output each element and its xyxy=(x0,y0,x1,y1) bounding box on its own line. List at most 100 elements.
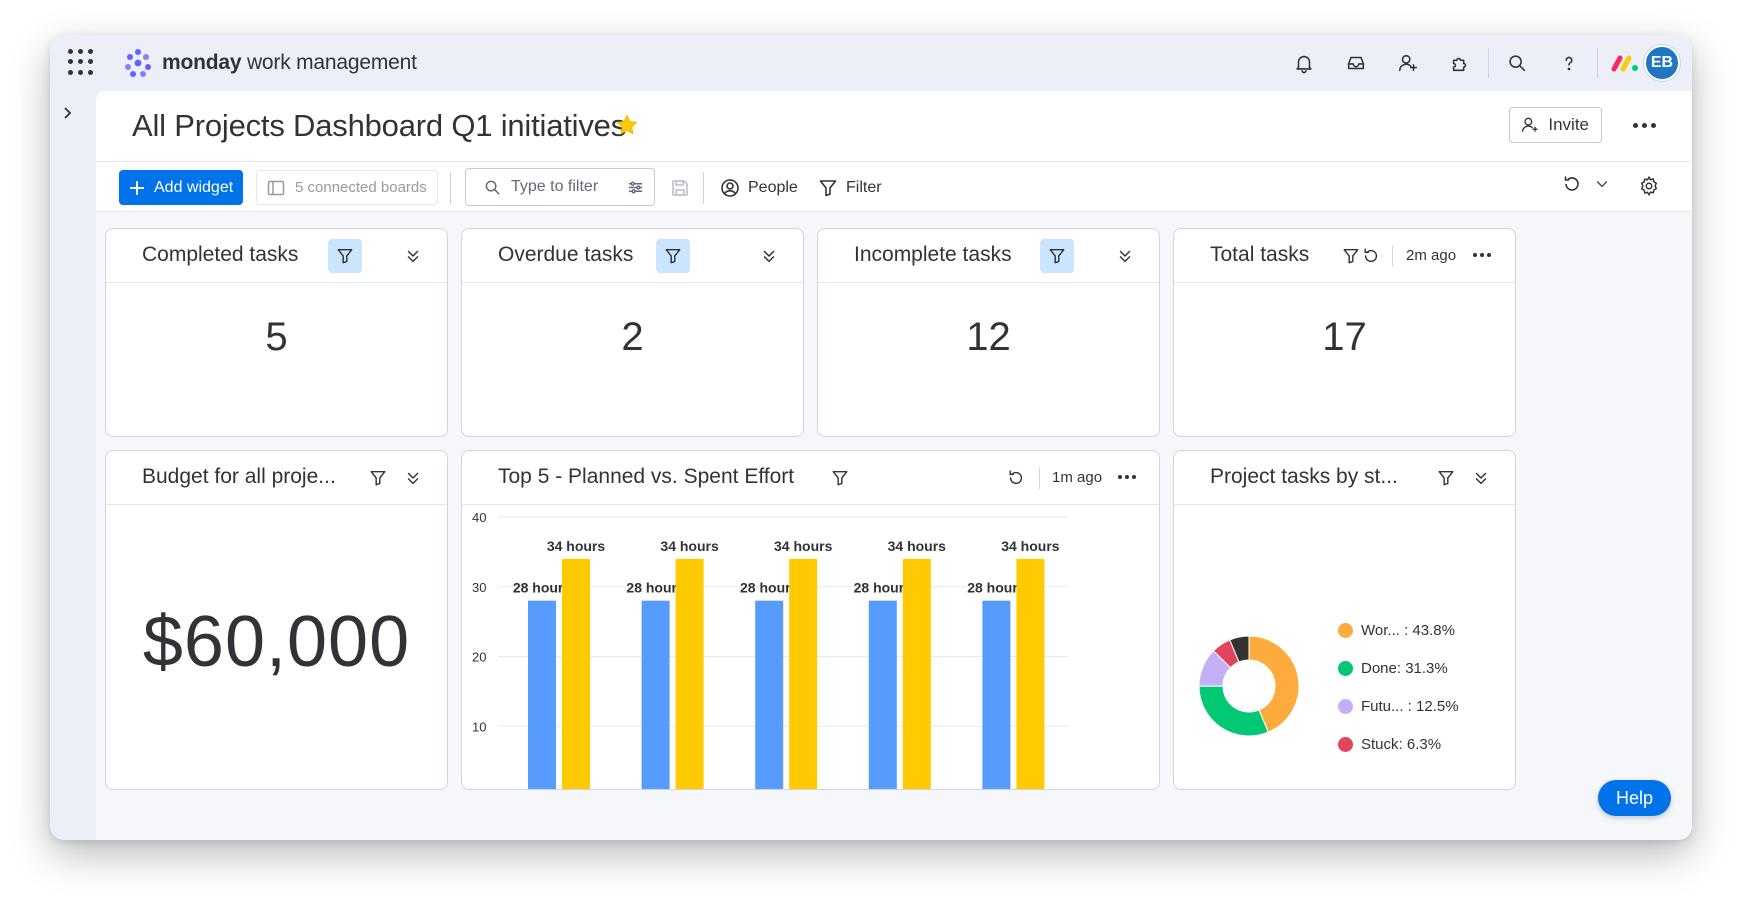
user-avatar[interactable]: EB xyxy=(1644,45,1680,81)
app-window: monday work management xyxy=(50,35,1692,840)
invite-button[interactable]: Invite xyxy=(1509,107,1602,143)
widget-filter-icon[interactable] xyxy=(1040,239,1074,273)
top-bar: monday work management xyxy=(50,35,1692,91)
more-options-icon[interactable] xyxy=(1626,111,1662,139)
widget-value: 12 xyxy=(966,315,1011,359)
invite-label: Invite xyxy=(1548,115,1589,134)
people-filter-button[interactable]: People xyxy=(720,170,798,205)
people-label: People xyxy=(748,178,798,196)
bar-spent xyxy=(675,558,704,789)
bar-data-label: 34 hours xyxy=(774,538,833,554)
widget-filter-icon[interactable] xyxy=(1435,467,1457,489)
pie-slice xyxy=(1229,635,1250,663)
more-options-icon[interactable] xyxy=(1118,475,1136,479)
settings-gear-icon[interactable] xyxy=(1638,175,1660,197)
bar-data-label: 34 hours xyxy=(660,538,719,554)
collapse-chevrons-icon[interactable] xyxy=(758,245,780,267)
integrations-icon[interactable] xyxy=(1434,43,1486,83)
last-updated: 2m ago xyxy=(1406,247,1457,264)
collapse-chevrons-icon[interactable] xyxy=(1114,245,1136,267)
widget-incomplete-tasks: Incomplete tasks 12 xyxy=(817,228,1160,437)
bar-data-label: 28 hours xyxy=(967,580,1026,596)
filter-funnel-icon xyxy=(819,179,837,196)
collapse-chevrons-icon[interactable] xyxy=(402,245,424,267)
bar-spent xyxy=(902,558,931,789)
board-icon xyxy=(267,180,285,195)
widget-header: Top 5 - Planned vs. Spent Effort 1m ago xyxy=(462,451,1159,505)
y-tick-label: 10 xyxy=(472,719,486,734)
bar-spent xyxy=(562,558,590,789)
widgets-area: Completed tasks 5 Overdue tasks 2 Incomp xyxy=(96,212,1692,840)
connected-boards-label: 5 connected boards xyxy=(295,179,427,196)
connected-boards-button[interactable]: 5 connected boards xyxy=(256,170,438,205)
widget-overdue-tasks: Overdue tasks 2 xyxy=(461,228,804,437)
apps-grid-icon[interactable] xyxy=(68,49,94,75)
last-updated: 1m ago xyxy=(1052,469,1103,486)
search-icon xyxy=(485,180,500,195)
page-title: All Projects Dashboard Q1 initiatives xyxy=(132,108,626,143)
widget-title: Incomplete tasks xyxy=(854,243,1012,266)
donut-chart xyxy=(1198,635,1300,737)
bar-data-label: 28 hours xyxy=(626,580,685,596)
refresh-button[interactable] xyxy=(1562,174,1610,194)
monday-logo-icon xyxy=(125,49,151,77)
bar-planned xyxy=(641,600,670,789)
expand-sidebar-button[interactable] xyxy=(50,91,84,135)
favorite-star-icon[interactable] xyxy=(615,113,639,137)
filter-input[interactable]: Type to filter xyxy=(465,168,655,206)
dashboard-main: All Projects Dashboard Q1 initiatives In… xyxy=(96,91,1692,840)
bar-data-label: 28 hours xyxy=(854,580,913,596)
widget-filter-icon[interactable] xyxy=(1340,245,1362,267)
y-tick-label: 20 xyxy=(472,650,486,665)
bar-data-label: 34 hours xyxy=(1001,538,1060,554)
bar-planned xyxy=(868,600,897,789)
legend-label: Done: 31.3% xyxy=(1361,659,1448,677)
divider xyxy=(1392,245,1393,267)
pie-slice xyxy=(1248,635,1300,733)
notifications-icon[interactable] xyxy=(1278,43,1330,83)
inbox-icon[interactable] xyxy=(1330,43,1382,83)
widget-title: Project tasks by st... xyxy=(1210,465,1398,488)
filter-settings-icon[interactable] xyxy=(627,179,644,196)
help-button[interactable]: Help xyxy=(1597,780,1671,816)
filter-label: Filter xyxy=(846,178,882,196)
widget-budget: Budget for all proje... $60,000 xyxy=(105,450,448,790)
widget-header: Project tasks by st... xyxy=(1174,451,1515,505)
dashboard-toolbar: Add widget 5 connected boards Type to fi… xyxy=(96,161,1692,212)
product-name: monday work management xyxy=(162,51,417,74)
refresh-icon xyxy=(1564,176,1579,191)
divider xyxy=(1039,467,1040,489)
divider xyxy=(450,172,451,204)
filter-button[interactable]: Filter xyxy=(818,170,882,205)
legend-label: Wor... : 43.8% xyxy=(1361,621,1455,639)
bar-planned xyxy=(755,600,784,789)
refresh-icon[interactable] xyxy=(1005,467,1027,489)
refresh-icon[interactable] xyxy=(1360,245,1382,267)
add-widget-button[interactable]: Add widget xyxy=(119,170,244,205)
widget-title: Total tasks xyxy=(1210,243,1310,266)
widget-tasks-by-status: Project tasks by st... Wor... : 43.8% Don… xyxy=(1173,450,1516,790)
invite-members-icon[interactable] xyxy=(1382,43,1434,83)
help-icon[interactable] xyxy=(1543,43,1595,83)
budget-value: $60,000 xyxy=(142,602,411,682)
bar-spent xyxy=(1016,558,1045,789)
save-view-icon[interactable] xyxy=(670,178,690,198)
widget-filter-icon[interactable] xyxy=(829,467,851,489)
legend-item: Done: 31.3% xyxy=(1338,649,1459,687)
search-icon[interactable] xyxy=(1491,43,1543,83)
widget-filter-icon[interactable] xyxy=(367,467,389,489)
widget-filter-icon[interactable] xyxy=(656,239,690,273)
collapse-chevrons-icon[interactable] xyxy=(402,467,424,489)
pie-slice xyxy=(1198,685,1269,737)
divider xyxy=(1597,48,1598,78)
invite-person-icon xyxy=(1522,117,1538,132)
widget-header: Total tasks 2m ago xyxy=(1174,229,1515,283)
legend-item: Stuck: 6.3% xyxy=(1338,725,1459,763)
product-logo[interactable]: monday work management xyxy=(122,47,417,79)
widget-header: Budget for all proje... xyxy=(106,451,447,505)
chevron-down-icon xyxy=(1596,181,1608,188)
more-options-icon[interactable] xyxy=(1473,253,1491,257)
collapse-chevrons-icon[interactable] xyxy=(1470,467,1492,489)
monday-apps-logo-icon[interactable] xyxy=(1610,52,1640,74)
widget-filter-icon[interactable] xyxy=(328,239,362,273)
